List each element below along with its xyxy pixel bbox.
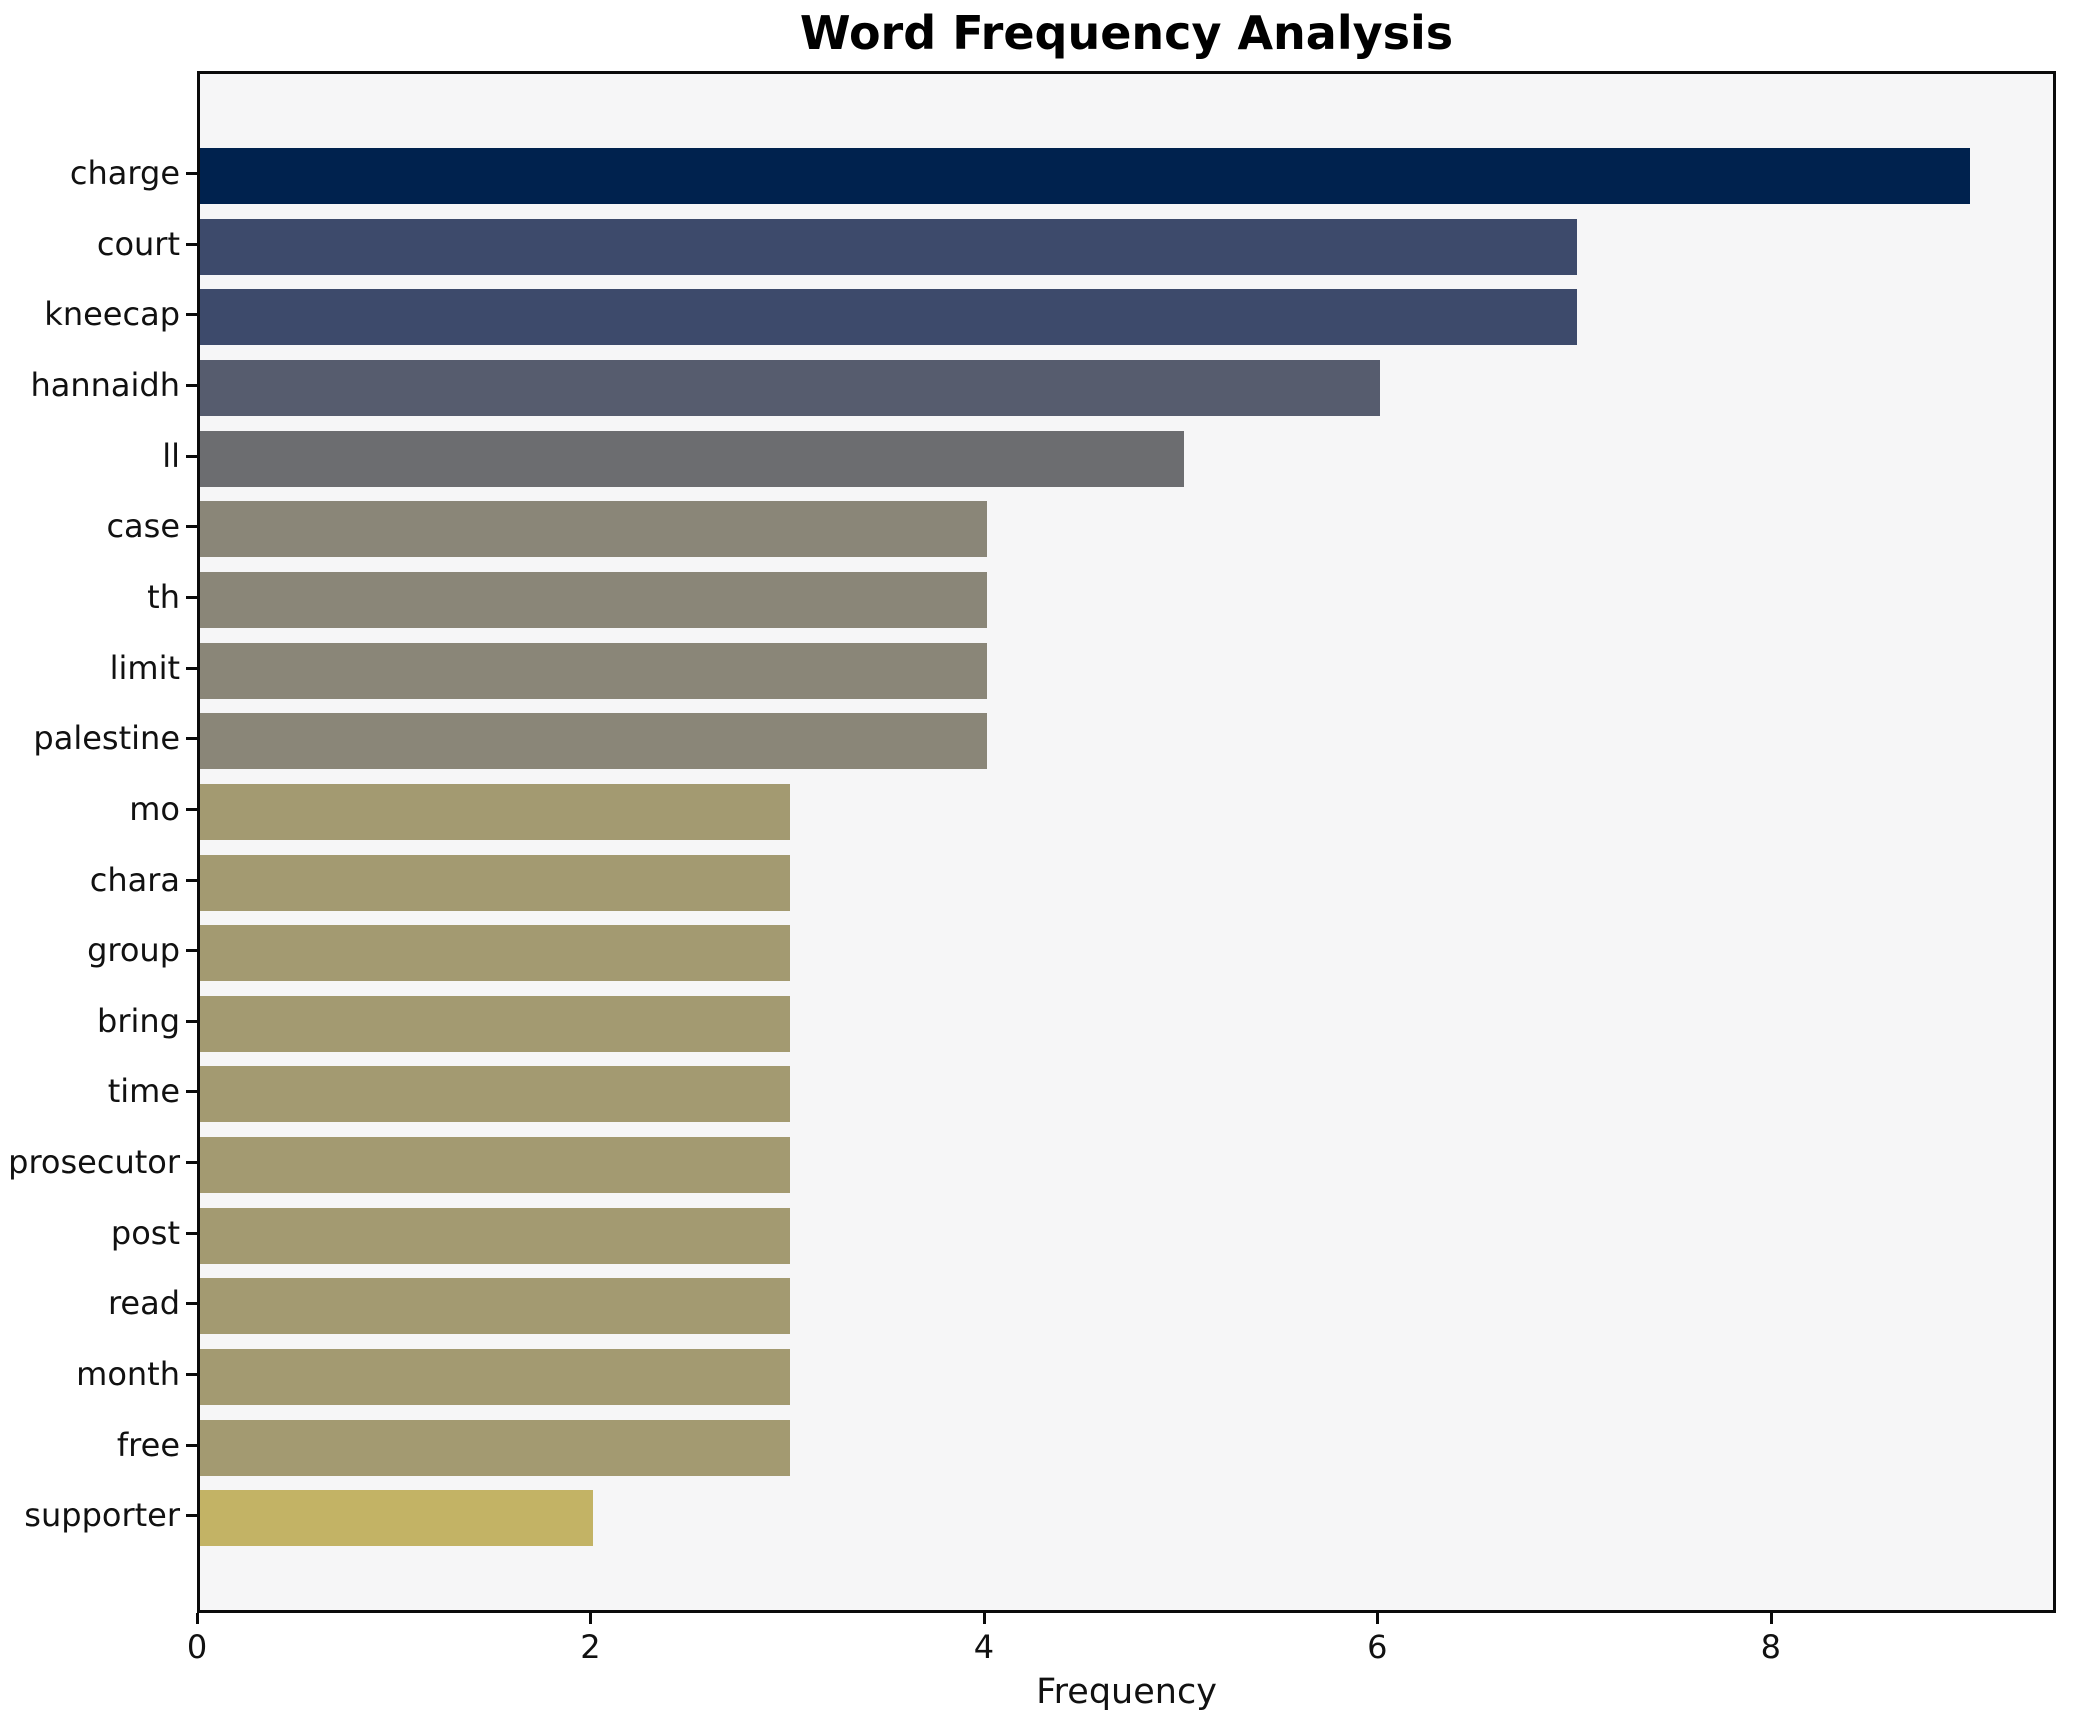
y-tick (186, 1231, 197, 1235)
y-tick (186, 454, 197, 458)
bar-free (200, 1419, 791, 1476)
bar-case (200, 501, 987, 558)
y-tick-label: charge (69, 154, 180, 192)
y-tick-label: read (107, 1284, 180, 1323)
bar-chara (200, 854, 791, 911)
y-tick-label: limit (109, 648, 180, 687)
bar-ll (200, 430, 1184, 487)
bar-supporter (200, 1490, 594, 1547)
y-tick (186, 595, 197, 599)
y-tick (186, 737, 197, 741)
y-tick (186, 807, 197, 811)
y-tick (186, 1019, 197, 1023)
y-tick-label: case (106, 507, 180, 546)
y-tick-label: mo (129, 789, 180, 828)
y-tick (186, 878, 197, 882)
y-tick (186, 1161, 197, 1165)
y-tick (186, 242, 197, 246)
y-tick (186, 666, 197, 670)
y-tick (186, 1373, 197, 1377)
x-tick (1376, 1613, 1380, 1624)
y-tick-label: free (116, 1425, 180, 1464)
bar-court (200, 218, 1578, 275)
y-tick-label: ll (162, 436, 180, 475)
bar-time (200, 1066, 791, 1123)
y-tick-label: month (76, 1355, 180, 1394)
y-tick (186, 525, 197, 529)
bar-group (200, 925, 791, 982)
y-tick (186, 313, 197, 317)
bar-bring (200, 995, 791, 1052)
bar-mo (200, 783, 791, 840)
bar-th (200, 571, 987, 628)
y-tick-label: kneecap (44, 295, 180, 334)
y-tick-label: time (107, 1072, 180, 1111)
y-tick-label: th (147, 577, 180, 616)
x-tick-label: 2 (580, 1628, 601, 1666)
y-tick-label: chara (89, 860, 180, 899)
x-tick-label: 0 (186, 1628, 208, 1666)
bar-palestine (200, 713, 987, 770)
x-tick (982, 1613, 986, 1624)
y-tick (186, 1443, 197, 1447)
chart-title: Word Frequency Analysis (799, 6, 1454, 60)
x-tick-label: 4 (973, 1628, 995, 1666)
plot-area (197, 71, 2056, 1613)
bar-month (200, 1349, 791, 1406)
x-axis-label: Frequency (1036, 1672, 1217, 1712)
y-tick (186, 949, 197, 953)
bar-post (200, 1207, 791, 1264)
y-tick-label: court (96, 224, 180, 263)
bar-hannaidh (200, 359, 1381, 416)
bar-kneecap (200, 289, 1578, 346)
x-tick (196, 1613, 199, 1624)
x-tick (589, 1613, 593, 1624)
y-tick (186, 1302, 197, 1306)
y-tick (186, 1090, 197, 1094)
x-tick-label: 8 (1760, 1628, 1781, 1666)
y-tick-label: hannaidh (30, 365, 180, 404)
bar-prosecutor (200, 1137, 791, 1194)
bar-read (200, 1278, 791, 1335)
y-tick-label: bring (97, 1001, 180, 1040)
y-tick (186, 172, 197, 175)
x-tick (1769, 1613, 1773, 1624)
y-tick-label: supporter (24, 1496, 180, 1535)
y-tick-label: prosecutor (8, 1143, 180, 1182)
bar-charge (200, 148, 1971, 204)
y-tick (186, 383, 197, 387)
bar-limit (200, 642, 987, 699)
y-tick (186, 1514, 197, 1518)
y-tick-label: post (110, 1213, 180, 1252)
y-tick-label: palestine (33, 719, 180, 758)
x-tick-label: 6 (1367, 1628, 1388, 1666)
y-tick-label: group (87, 931, 180, 970)
